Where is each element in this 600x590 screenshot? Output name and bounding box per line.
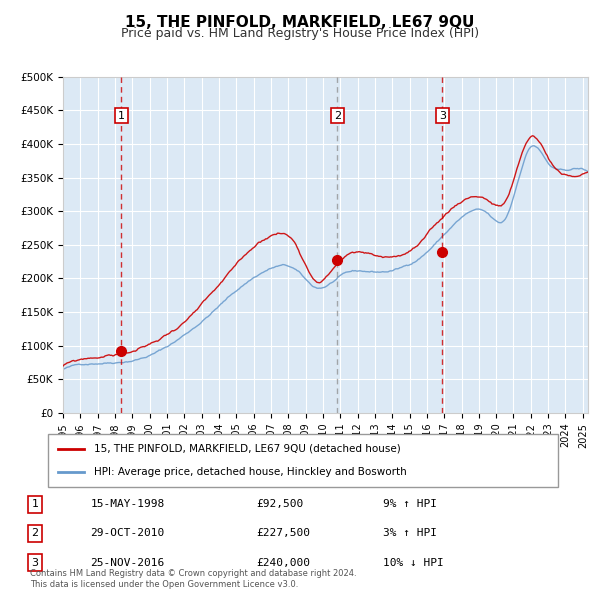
FancyBboxPatch shape	[48, 434, 558, 487]
Text: 9% ↑ HPI: 9% ↑ HPI	[383, 499, 437, 509]
Text: Contains HM Land Registry data © Crown copyright and database right 2024.
This d: Contains HM Land Registry data © Crown c…	[30, 569, 356, 589]
Text: 25-NOV-2016: 25-NOV-2016	[90, 558, 164, 568]
Text: 2: 2	[334, 111, 341, 121]
Text: 2: 2	[31, 529, 38, 539]
Text: 1: 1	[32, 499, 38, 509]
Text: 3: 3	[32, 558, 38, 568]
Text: 15, THE PINFOLD, MARKFIELD, LE67 9QU (detached house): 15, THE PINFOLD, MARKFIELD, LE67 9QU (de…	[94, 444, 401, 454]
Text: 15-MAY-1998: 15-MAY-1998	[90, 499, 164, 509]
Text: 1: 1	[118, 111, 125, 121]
Text: £227,500: £227,500	[256, 529, 310, 539]
Text: HPI: Average price, detached house, Hinckley and Bosworth: HPI: Average price, detached house, Hinc…	[94, 467, 407, 477]
Text: £92,500: £92,500	[256, 499, 303, 509]
Text: 3% ↑ HPI: 3% ↑ HPI	[383, 529, 437, 539]
Text: 10% ↓ HPI: 10% ↓ HPI	[383, 558, 443, 568]
Text: 29-OCT-2010: 29-OCT-2010	[90, 529, 164, 539]
Text: Price paid vs. HM Land Registry's House Price Index (HPI): Price paid vs. HM Land Registry's House …	[121, 27, 479, 40]
Text: 15, THE PINFOLD, MARKFIELD, LE67 9QU: 15, THE PINFOLD, MARKFIELD, LE67 9QU	[125, 15, 475, 30]
Text: £240,000: £240,000	[256, 558, 310, 568]
Text: 3: 3	[439, 111, 446, 121]
